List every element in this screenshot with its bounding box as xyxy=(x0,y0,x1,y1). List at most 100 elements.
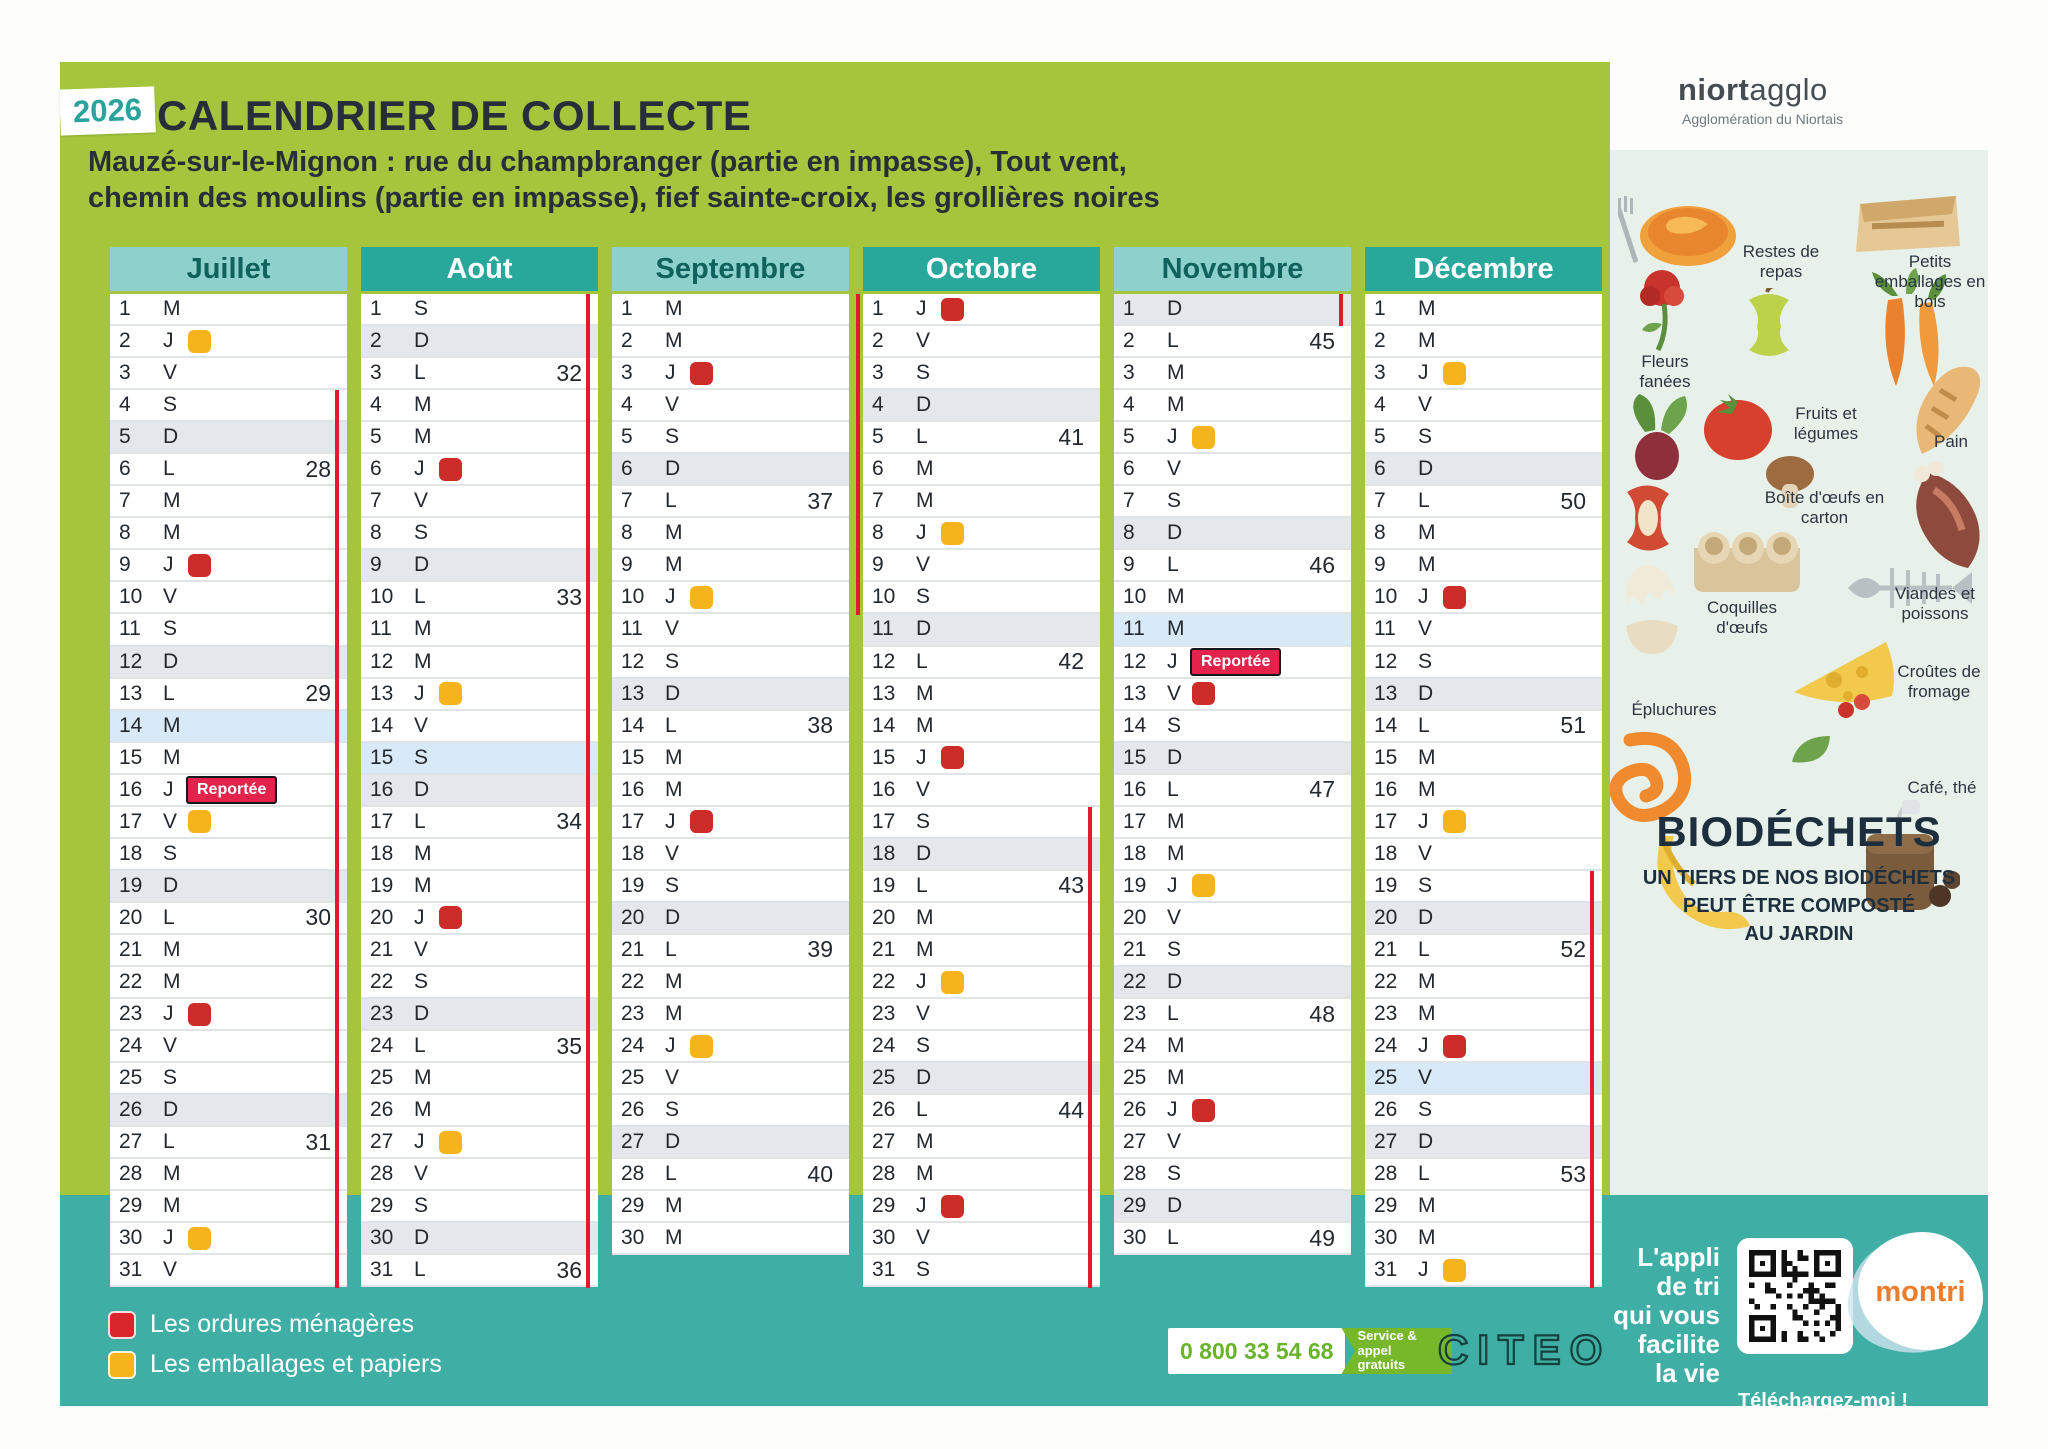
day-row: 24 J xyxy=(612,1031,849,1064)
yellow-square-icon xyxy=(108,1350,136,1379)
day-letter: L xyxy=(414,585,426,609)
day-row: 20 L 30 xyxy=(110,902,347,935)
day-letter: J xyxy=(1167,873,1178,897)
bio-item-label-epluchures: Épluchures xyxy=(1631,700,1717,719)
day-letter: M xyxy=(163,1162,181,1186)
day-number: 31 xyxy=(872,1258,896,1282)
day-number: 19 xyxy=(621,873,645,897)
mushroom-icon xyxy=(1766,456,1814,508)
day-number: 18 xyxy=(1374,841,1398,865)
day-row: 11 D xyxy=(863,614,1100,647)
day-number: 13 xyxy=(1374,681,1398,705)
day-number: 8 xyxy=(872,521,884,545)
day-row: 24 V xyxy=(110,1031,347,1064)
day-letter: V xyxy=(163,1034,178,1058)
day-row: 30 D xyxy=(361,1223,598,1256)
collection-marker-red-icon xyxy=(690,810,713,834)
day-letter: M xyxy=(665,1002,683,1026)
collection-marker-yellow-icon xyxy=(1192,874,1215,898)
app-tagline-line: qui vous xyxy=(1613,1300,1720,1330)
week-number: 38 xyxy=(807,712,833,739)
day-letter: J xyxy=(665,1034,676,1058)
day-row: 13 J xyxy=(361,678,598,711)
day-number: 24 xyxy=(119,1034,143,1058)
day-row: 16 J Reportée xyxy=(110,774,347,807)
day-number: 1 xyxy=(1123,297,1135,321)
day-row: 25 D xyxy=(863,1063,1100,1096)
day-number: 10 xyxy=(621,585,645,609)
day-number: 18 xyxy=(1123,841,1147,865)
week-number: 41 xyxy=(1058,423,1084,450)
day-letter: V xyxy=(916,777,931,801)
day-row: 28 M xyxy=(110,1159,347,1192)
day-row: 29 M xyxy=(1365,1191,1602,1224)
day-letter: D xyxy=(916,1066,932,1090)
day-number: 19 xyxy=(370,873,394,897)
day-row: 21 M xyxy=(110,934,347,967)
day-number: 10 xyxy=(1123,585,1147,609)
day-row: 23 L 48 xyxy=(1114,999,1351,1032)
day-row: 29 J xyxy=(863,1191,1100,1224)
day-number: 11 xyxy=(1123,617,1145,641)
day-letter: L xyxy=(916,1098,928,1122)
day-letter: S xyxy=(916,809,931,833)
day-letter: M xyxy=(665,970,683,993)
day-letter: S xyxy=(916,1258,931,1282)
day-number: 18 xyxy=(621,841,645,865)
day-number: 11 xyxy=(370,617,392,641)
collection-marker-red-icon xyxy=(941,746,964,770)
day-number: 7 xyxy=(872,489,884,513)
day-number: 22 xyxy=(119,970,143,993)
collection-marker-yellow-icon xyxy=(1192,425,1215,449)
day-row: 24 J xyxy=(1365,1031,1602,1064)
day-row: 25 M xyxy=(1114,1063,1351,1096)
week-number: 46 xyxy=(1309,551,1335,578)
month-header: Août xyxy=(361,247,598,291)
day-row: 20 V xyxy=(1114,902,1351,935)
day-row: 21 V xyxy=(361,934,598,967)
schedule-boundary-red-line xyxy=(1339,294,1343,327)
day-letter: J xyxy=(414,681,425,705)
collection-marker-yellow-icon xyxy=(690,1034,713,1058)
biodechets-note-line: AU JARDIN xyxy=(1744,923,1854,945)
day-letter: D xyxy=(1418,681,1434,705)
meat-bone-icon xyxy=(1914,462,1980,568)
day-row: 31 J xyxy=(1365,1255,1602,1288)
day-number: 12 xyxy=(119,649,143,673)
day-letter: M xyxy=(1167,809,1185,833)
day-letter: S xyxy=(665,425,680,449)
day-letter: M xyxy=(1167,585,1185,609)
day-number: 21 xyxy=(872,937,896,961)
bio-item-label-cafe-the: Café, thé xyxy=(1907,778,1977,797)
day-number: 22 xyxy=(1374,970,1398,993)
day-row: 23 J xyxy=(110,999,347,1032)
month-header: Juillet xyxy=(110,247,347,291)
day-letter: M xyxy=(665,553,683,577)
day-row: 11 V xyxy=(1365,614,1602,647)
legend-item-ordures: Les ordures ménagères xyxy=(108,1310,442,1339)
day-number: 14 xyxy=(370,713,394,737)
address-line-1: Mauzé-sur-le-Mignon : rue du champbrange… xyxy=(88,146,1127,178)
day-number: 27 xyxy=(621,1130,645,1154)
day-row: 19 L 43 xyxy=(863,870,1100,903)
day-letter: M xyxy=(1167,841,1185,865)
day-number: 4 xyxy=(872,393,884,417)
day-number: 1 xyxy=(872,297,884,321)
day-letter: V xyxy=(163,585,178,609)
day-row: 31 S xyxy=(863,1255,1100,1288)
month-header: Septembre xyxy=(612,247,849,291)
day-letter: D xyxy=(665,681,681,705)
reportee-chip: Reportée xyxy=(186,775,278,804)
collection-marker-yellow-icon xyxy=(690,585,713,609)
day-letter: M xyxy=(665,1226,683,1250)
month-column-novembre: Novembre 1 D 2 L 45 3 M 4 M 5 J 6 V 7 S 8 D 9 L 46 10 M 11 M 12 J R… xyxy=(1114,247,1351,1256)
phone-note-line1: Service & appel xyxy=(1357,1327,1417,1358)
day-row: 17 J xyxy=(1365,806,1602,839)
day-number: 18 xyxy=(370,841,394,865)
